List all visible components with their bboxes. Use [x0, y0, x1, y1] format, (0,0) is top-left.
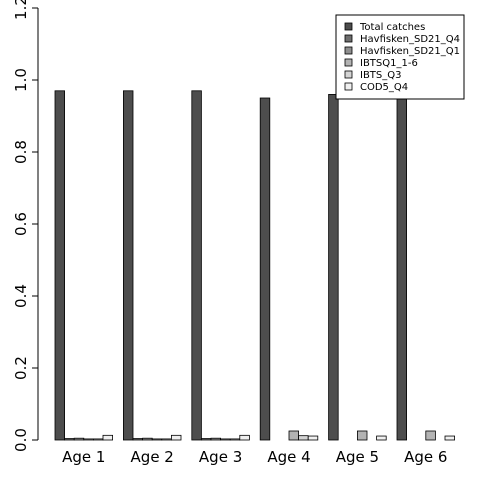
- bar: [83, 438, 94, 441]
- bar: [64, 438, 75, 441]
- x-tick-label: Age 4: [267, 448, 310, 466]
- y-tick-label: 1.2: [12, 0, 30, 20]
- bar: [200, 438, 212, 441]
- bar: [170, 434, 182, 441]
- bar: [425, 430, 436, 441]
- bars: [54, 90, 456, 441]
- legend: Total catchesHavfisken_SD21_Q4Havfisken_…: [335, 14, 465, 100]
- bar: [54, 90, 66, 441]
- x-tick-label: Age 3: [199, 448, 242, 466]
- y-tick-label: 0.2: [12, 356, 30, 380]
- legend-swatch: [344, 34, 353, 43]
- y-tick-label: 0.6: [12, 212, 30, 236]
- bar: [239, 434, 250, 441]
- bar: [151, 438, 163, 441]
- bar: [396, 94, 408, 441]
- x-tick-label: Age 6: [404, 448, 447, 466]
- legend-label: COD5_Q4: [360, 82, 408, 93]
- legend-label: Total catches: [359, 22, 425, 33]
- bar: [93, 438, 104, 441]
- bar: [307, 435, 319, 441]
- y-tick-label: 0.8: [12, 140, 30, 164]
- bar: [259, 97, 271, 441]
- bar: [298, 435, 309, 441]
- legend-swatch: [344, 46, 353, 55]
- x-axis: Age 1 Age 2 Age 3 Age 4 Age 5 Age 6: [62, 448, 447, 466]
- bar: [328, 94, 339, 441]
- bar: [161, 438, 172, 441]
- x-tick-label: Age 1: [62, 448, 105, 466]
- bar: [288, 430, 300, 441]
- x-tick-label: Age 5: [336, 448, 379, 466]
- legend-box: [335, 14, 465, 100]
- bar: [220, 438, 231, 441]
- bar: [376, 435, 387, 441]
- y-tick-label: 0.0: [12, 428, 30, 452]
- bar: [142, 437, 153, 441]
- legend-label: IBTSQ1_1-6: [360, 58, 418, 69]
- legend-label: IBTS_Q3: [360, 70, 402, 81]
- legend-swatch: [344, 58, 353, 67]
- y-tick-label: 1.0: [12, 68, 30, 92]
- bar: [229, 438, 241, 441]
- bar: [123, 90, 134, 441]
- legend-swatch: [344, 22, 353, 31]
- legend-swatch: [344, 70, 353, 79]
- y-tick-label: 0.4: [12, 284, 30, 308]
- bar: [210, 437, 222, 441]
- x-tick-label: Age 2: [131, 448, 174, 466]
- bar: [444, 435, 456, 441]
- bar: [191, 90, 202, 441]
- bar: [132, 438, 144, 441]
- legend-swatch: [344, 82, 353, 91]
- legend-label: Havfisken_SD21_Q4: [360, 34, 460, 45]
- y-axis: 0.0 0.2 0.4 0.6 0.8 1.0 1.2: [12, 0, 39, 452]
- bar: [73, 437, 85, 441]
- bar: [102, 434, 114, 441]
- legend-label: Havfisken_SD21_Q1: [360, 46, 460, 57]
- bar: [356, 430, 368, 441]
